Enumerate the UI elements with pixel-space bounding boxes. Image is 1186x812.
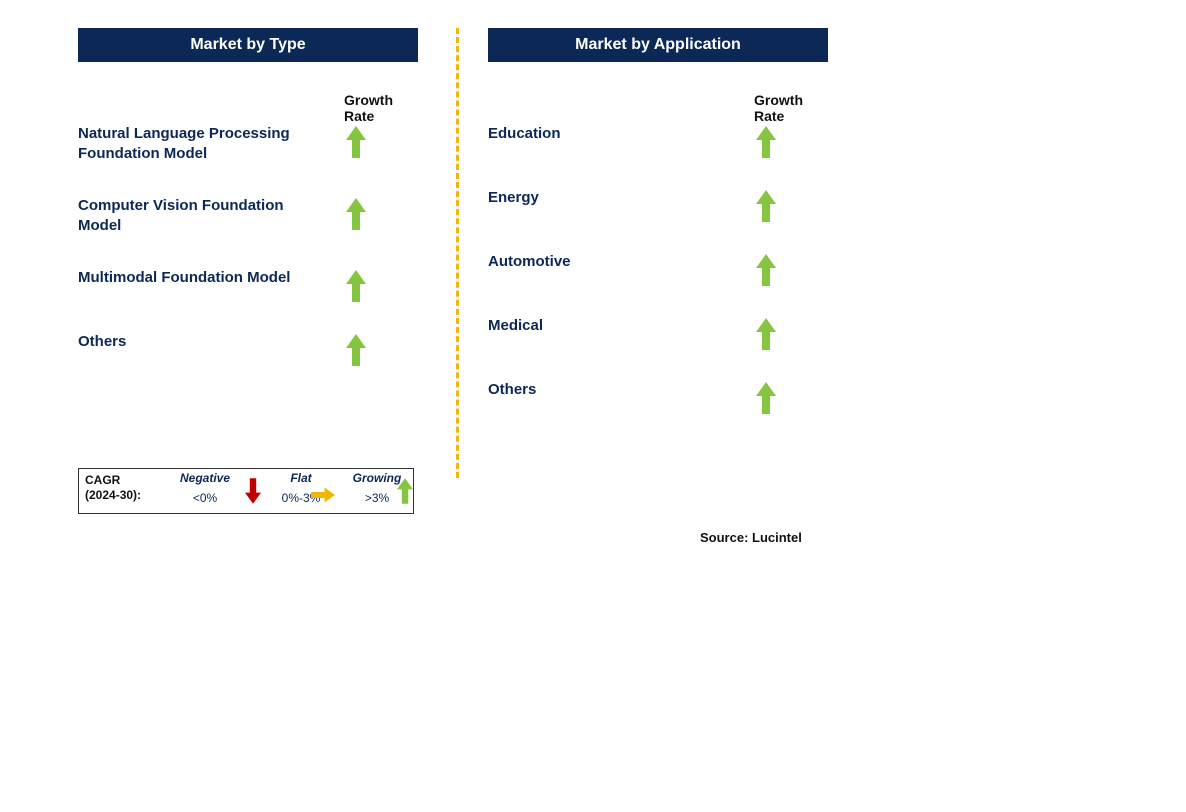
- arrow-up-icon: [393, 475, 417, 507]
- application-label: Energy: [488, 188, 728, 208]
- application-label: Medical: [488, 316, 728, 336]
- arrow-up-icon: [336, 122, 376, 162]
- growth-rate-header-right: Growth Rate: [754, 92, 828, 124]
- market-by-type-header: Market by Type: [78, 28, 418, 62]
- type-label: Computer Vision Foundation Model: [78, 196, 318, 236]
- legend-cell-name: Negative: [165, 471, 245, 485]
- legend-cell-range: <0%: [165, 491, 245, 505]
- cagr-legend: CAGR (2024-30): Negative <0% Flat 0%-3% …: [78, 468, 414, 514]
- type-row: Natural Language Processing Foundation M…: [78, 124, 418, 172]
- application-row: Automotive: [488, 252, 828, 292]
- arrow-up-icon: [746, 314, 786, 354]
- application-row: Education: [488, 124, 828, 164]
- arrow-up-icon: [336, 194, 376, 234]
- application-label: Others: [488, 380, 728, 400]
- column-divider: [456, 28, 459, 478]
- arrow-up-icon: [336, 266, 376, 306]
- application-row: Others: [488, 380, 828, 420]
- arrow-up-icon: [746, 122, 786, 162]
- growth-rate-header-left: Growth Rate: [344, 92, 418, 124]
- market-by-application-header: Market by Application: [488, 28, 828, 62]
- arrow-flat-icon: [311, 479, 335, 511]
- arrow-up-icon: [746, 186, 786, 226]
- application-label: Automotive: [488, 252, 728, 272]
- type-label: Natural Language Processing Foundation M…: [78, 124, 318, 164]
- type-label: Multimodal Foundation Model: [78, 268, 318, 288]
- type-rows: Natural Language Processing Foundation M…: [78, 124, 418, 396]
- type-row: Others: [78, 332, 418, 372]
- market-by-type-column: Market by Type Growth Rate Natural Langu…: [78, 28, 418, 62]
- cagr-line2: (2024-30):: [85, 488, 141, 502]
- arrow-up-icon: [746, 378, 786, 418]
- source-credit: Source: Lucintel: [700, 530, 802, 545]
- application-rows: Education Energy Automotive: [488, 124, 828, 444]
- type-label: Others: [78, 332, 318, 352]
- market-by-application-column: Market by Application Growth Rate Educat…: [488, 28, 828, 62]
- arrow-up-icon: [336, 330, 376, 370]
- arrow-up-icon: [746, 250, 786, 290]
- application-row: Medical: [488, 316, 828, 356]
- application-label: Education: [488, 124, 728, 144]
- cagr-label: CAGR (2024-30):: [85, 473, 141, 503]
- type-row: Computer Vision Foundation Model: [78, 196, 418, 244]
- infographic-stage: Market by Type Growth Rate Natural Langu…: [0, 0, 1186, 812]
- application-row: Energy: [488, 188, 828, 228]
- cagr-line1: CAGR: [85, 473, 120, 487]
- type-row: Multimodal Foundation Model: [78, 268, 418, 308]
